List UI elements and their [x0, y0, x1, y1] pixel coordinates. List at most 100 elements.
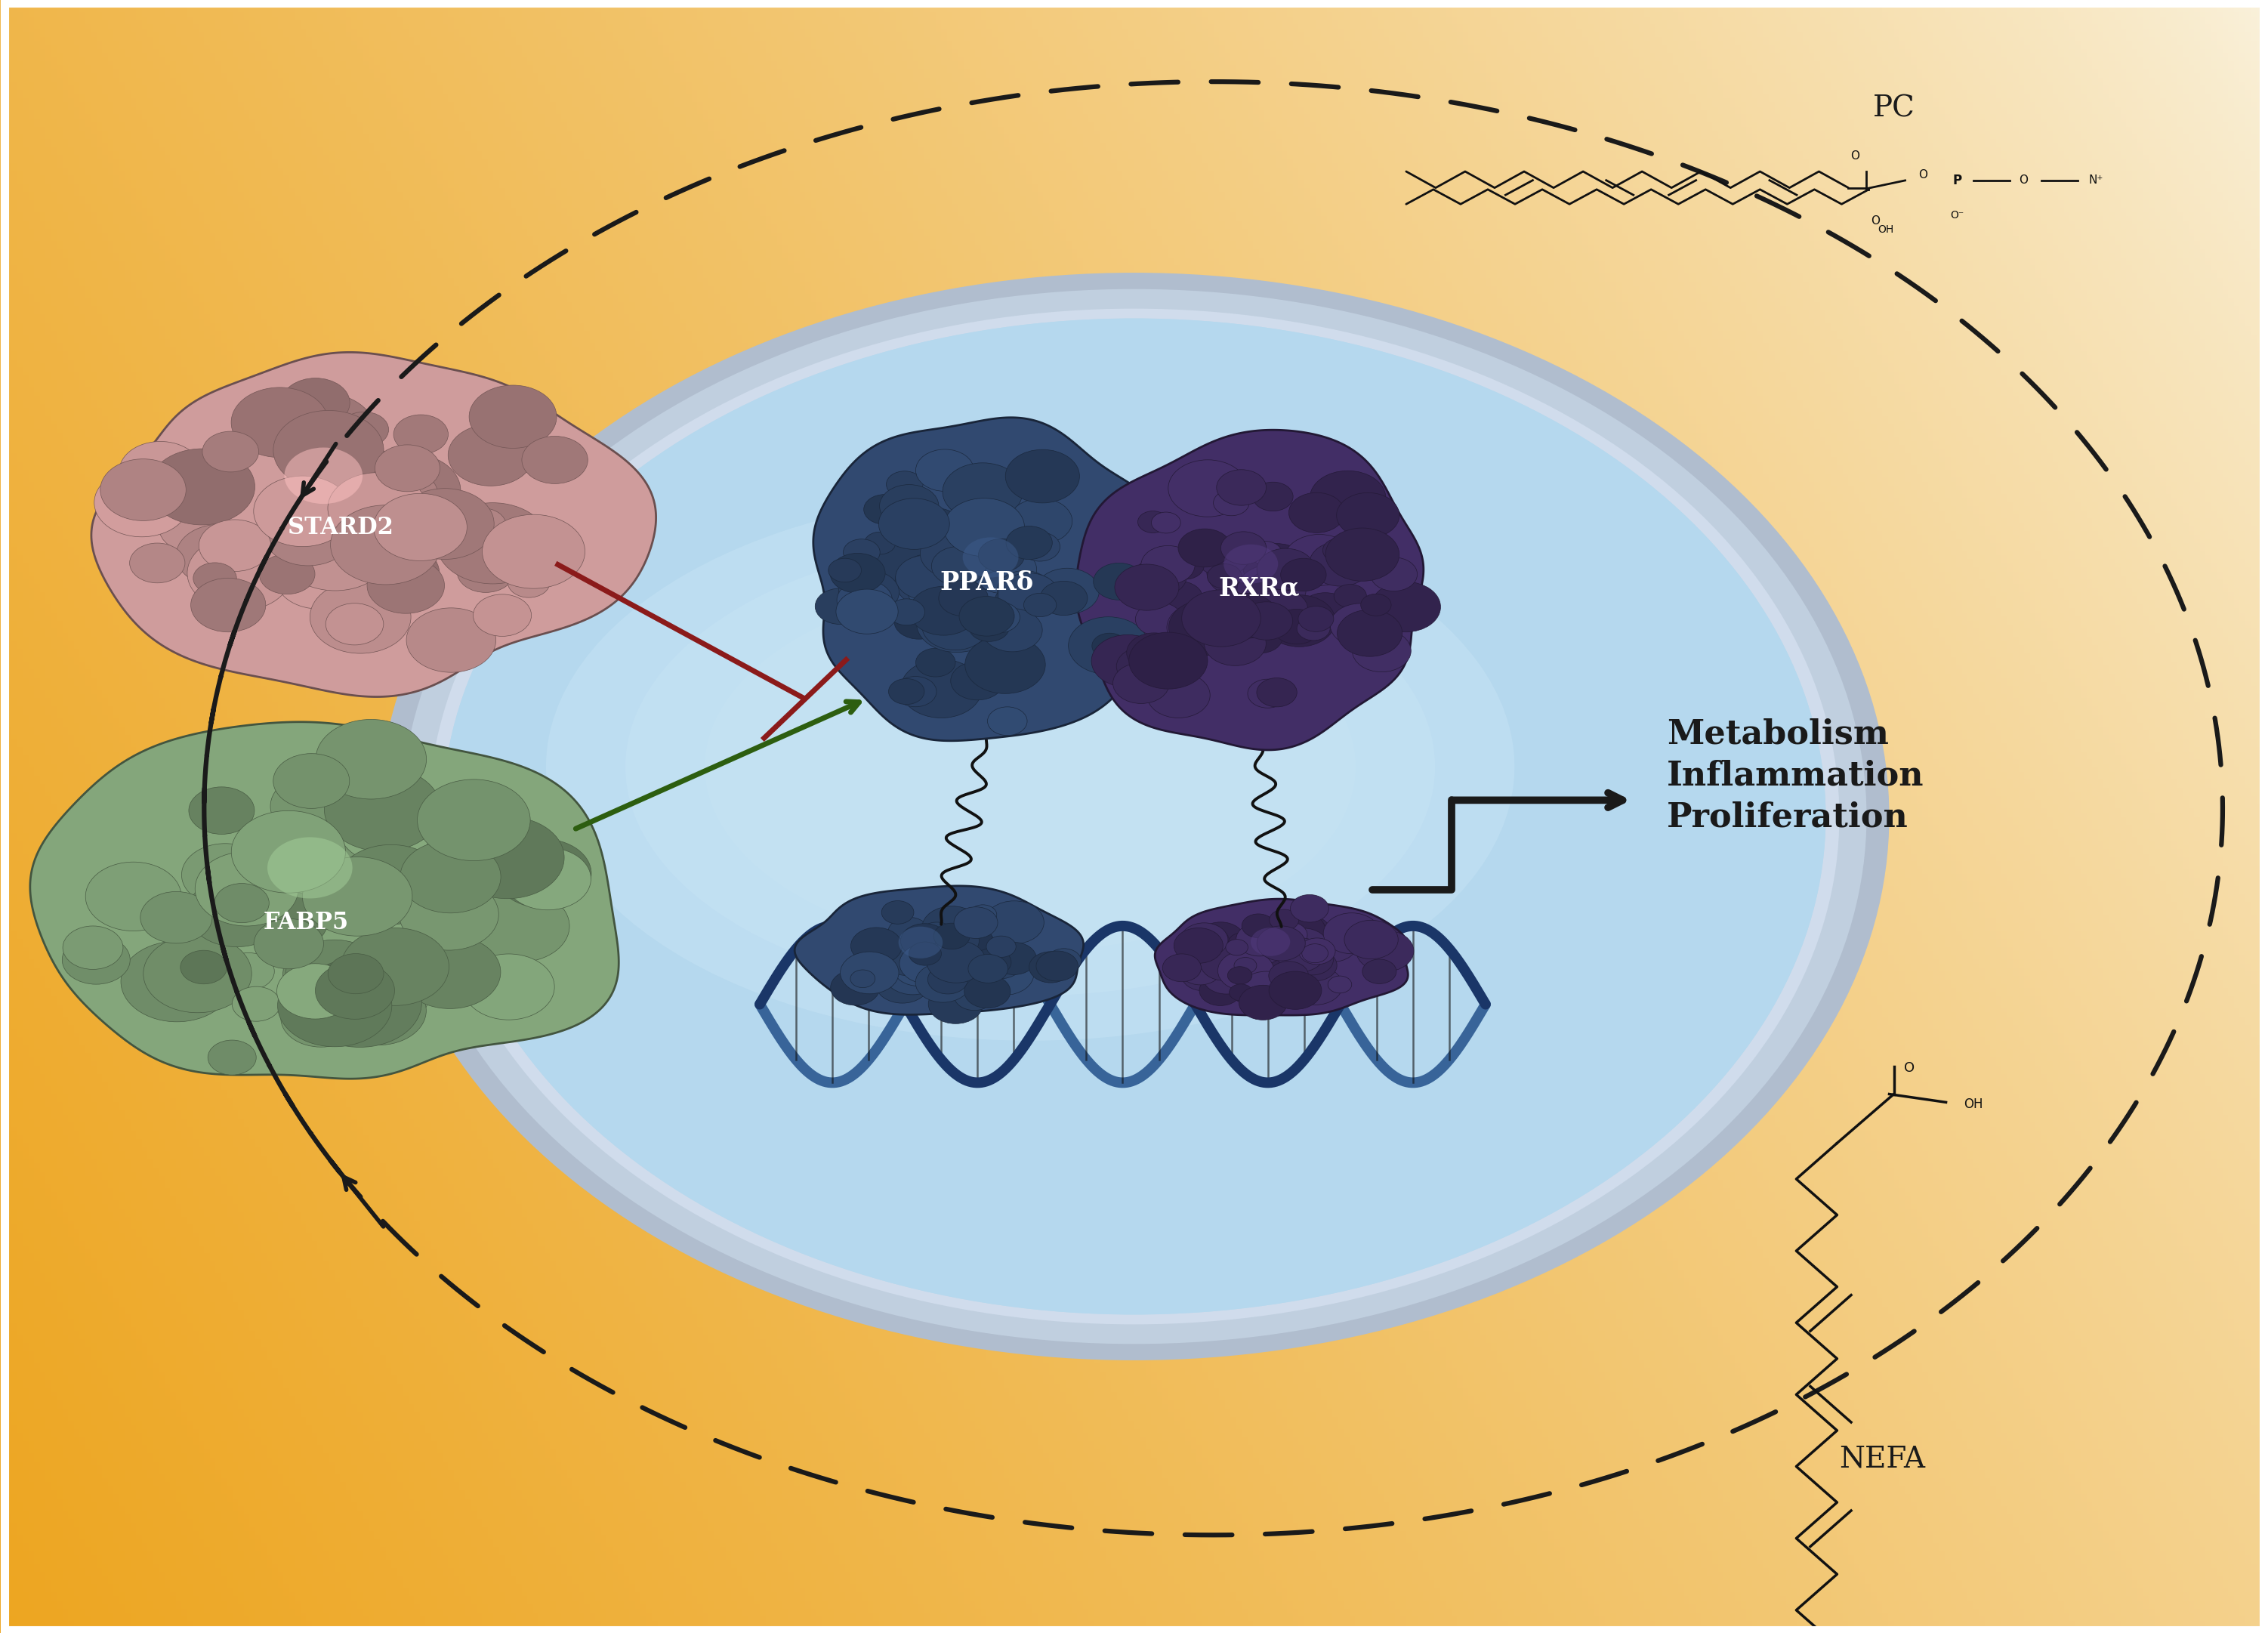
Circle shape	[293, 531, 367, 585]
Circle shape	[1241, 934, 1284, 965]
Circle shape	[934, 942, 989, 981]
Circle shape	[955, 906, 998, 939]
Text: O: O	[1919, 170, 1928, 180]
Circle shape	[916, 947, 957, 978]
Circle shape	[340, 412, 388, 447]
Circle shape	[909, 586, 978, 635]
Circle shape	[885, 954, 941, 994]
Circle shape	[1320, 931, 1356, 957]
Circle shape	[1361, 594, 1390, 616]
Circle shape	[1338, 609, 1402, 656]
Circle shape	[374, 444, 440, 492]
Circle shape	[966, 959, 1009, 990]
Circle shape	[1238, 972, 1295, 1012]
Polygon shape	[1075, 429, 1424, 750]
Circle shape	[1136, 603, 1182, 637]
Circle shape	[286, 941, 383, 1011]
Ellipse shape	[429, 309, 1839, 1324]
Circle shape	[1334, 585, 1368, 607]
Circle shape	[231, 986, 281, 1021]
Circle shape	[290, 836, 415, 926]
Circle shape	[1091, 634, 1127, 658]
Circle shape	[1177, 529, 1232, 567]
Circle shape	[950, 544, 996, 578]
Circle shape	[916, 594, 998, 652]
Circle shape	[61, 936, 129, 985]
Circle shape	[1141, 545, 1195, 585]
Circle shape	[943, 498, 1025, 557]
Circle shape	[1207, 563, 1241, 588]
Circle shape	[293, 913, 390, 983]
Text: N⁺: N⁺	[2089, 175, 2102, 186]
Circle shape	[240, 875, 308, 924]
Circle shape	[503, 848, 592, 910]
Circle shape	[333, 462, 386, 500]
Circle shape	[1352, 630, 1411, 671]
Circle shape	[1229, 932, 1256, 952]
Circle shape	[1127, 567, 1166, 596]
Circle shape	[231, 387, 329, 457]
Circle shape	[1168, 461, 1247, 516]
Circle shape	[928, 985, 982, 1024]
Circle shape	[272, 410, 383, 490]
Polygon shape	[814, 418, 1170, 741]
Circle shape	[984, 901, 1043, 944]
Circle shape	[864, 495, 905, 524]
Circle shape	[1163, 954, 1202, 981]
Circle shape	[86, 862, 181, 931]
Ellipse shape	[401, 289, 1867, 1344]
Circle shape	[837, 580, 891, 621]
Circle shape	[1356, 921, 1381, 939]
Circle shape	[928, 970, 957, 993]
Text: RXRα: RXRα	[1218, 575, 1300, 601]
Circle shape	[1213, 593, 1277, 639]
Circle shape	[909, 942, 941, 965]
Circle shape	[1216, 470, 1266, 505]
Circle shape	[1306, 924, 1359, 962]
Circle shape	[1252, 926, 1284, 947]
Circle shape	[1297, 617, 1329, 640]
Circle shape	[1302, 944, 1329, 963]
Circle shape	[912, 939, 937, 957]
Circle shape	[340, 928, 449, 1006]
Circle shape	[916, 648, 955, 676]
Circle shape	[315, 720, 426, 799]
Circle shape	[1236, 565, 1306, 614]
Circle shape	[395, 926, 454, 967]
Circle shape	[880, 485, 939, 527]
Circle shape	[336, 844, 447, 924]
Circle shape	[1250, 570, 1293, 601]
Circle shape	[202, 431, 259, 472]
Circle shape	[955, 981, 996, 1011]
Circle shape	[1114, 663, 1170, 704]
Circle shape	[129, 544, 186, 583]
Circle shape	[1345, 921, 1397, 959]
Circle shape	[279, 511, 390, 591]
Circle shape	[254, 919, 324, 968]
Circle shape	[903, 681, 932, 704]
Circle shape	[1023, 593, 1057, 617]
Circle shape	[1193, 617, 1225, 639]
Circle shape	[254, 475, 352, 547]
Circle shape	[338, 539, 440, 611]
Circle shape	[950, 661, 1005, 701]
Circle shape	[1154, 581, 1202, 616]
Circle shape	[928, 941, 987, 983]
Circle shape	[882, 937, 934, 975]
Circle shape	[1021, 532, 1059, 562]
Circle shape	[1295, 968, 1320, 986]
Circle shape	[971, 942, 1016, 977]
Circle shape	[1129, 632, 1207, 689]
Circle shape	[925, 934, 987, 978]
Circle shape	[1166, 603, 1236, 653]
Circle shape	[1243, 544, 1309, 591]
Circle shape	[460, 815, 526, 862]
Circle shape	[1309, 541, 1372, 586]
Text: O: O	[1905, 1061, 1914, 1075]
Circle shape	[1268, 972, 1322, 1009]
Circle shape	[406, 607, 497, 673]
Circle shape	[181, 950, 227, 985]
Circle shape	[195, 852, 299, 926]
Circle shape	[1068, 617, 1148, 674]
Circle shape	[1036, 568, 1100, 614]
